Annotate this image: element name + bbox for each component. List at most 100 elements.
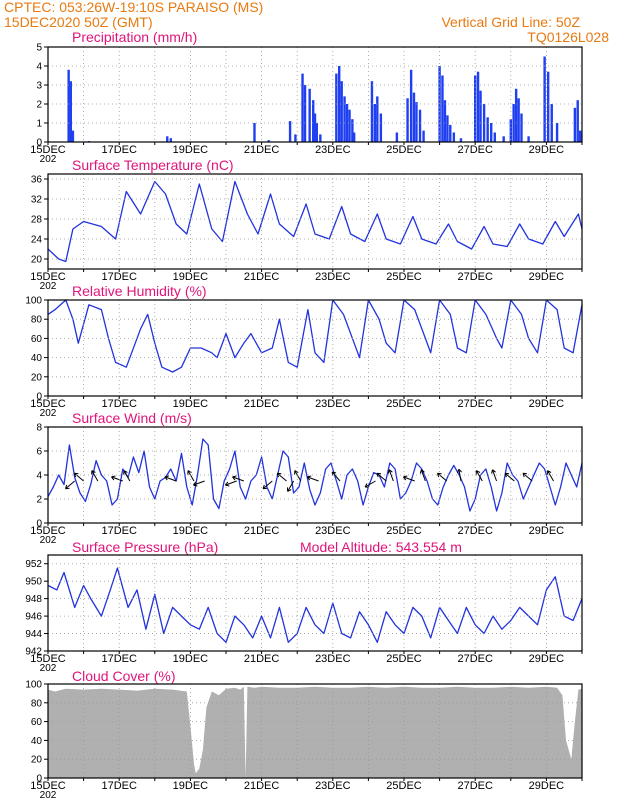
header-run-code: TQ0126L028 (527, 29, 609, 45)
precip-bar (319, 134, 322, 142)
x-tick-label: 23DEC (315, 653, 351, 665)
precip-bar (345, 104, 349, 142)
wind-arrow-head (387, 469, 393, 474)
x-tick-label: 17DEC (101, 780, 137, 792)
cloud-title: Cloud Cover (%) (72, 668, 175, 684)
panel-frame (47, 683, 583, 779)
precip-bar (169, 138, 173, 142)
x-year-label: 202 (40, 408, 57, 419)
precip-bar (351, 119, 354, 142)
header-date: 15DEC2020 50Z (GMT) (4, 14, 153, 30)
wind-arrow-head (91, 470, 96, 475)
wind-arrow (111, 476, 123, 482)
wind-series-line (47, 438, 583, 512)
rh-panel: 0 20 40 60 80 100 15DEC 17DEC 19DEC 21DEC 23DEC 25D… (25, 296, 583, 419)
panel-background (48, 555, 582, 651)
precip-bar (69, 81, 72, 142)
wind-arrow-head (456, 468, 462, 474)
x-tick-label: 15DEC (30, 525, 66, 537)
precip-bar (166, 136, 169, 142)
temp-title: Surface Temperature (nC) (72, 157, 234, 173)
wind-arrow-head (111, 475, 116, 481)
wind-arrow (277, 472, 287, 482)
wind-arrow-head (376, 472, 382, 478)
precip-bar (315, 123, 318, 142)
x-tick-label: 29DEC (529, 653, 565, 665)
y-tick-label: 0 (36, 392, 42, 403)
header-location: CPTEC: 053:26W-19:10S PARAISO (MS) (4, 0, 263, 15)
y-tick-label: 80 (31, 698, 43, 709)
precip-bar (352, 132, 356, 142)
x-tick-label: 17DEC (101, 398, 137, 410)
x-year-label: 202 (40, 154, 57, 165)
precip-bar (288, 121, 292, 142)
y-tick-label: 942 (25, 647, 42, 658)
x-tick-label: 21DEC (244, 525, 280, 537)
precip-bar (512, 104, 515, 142)
y-tick-label: 100 (25, 296, 42, 307)
wind-arrow-head (193, 481, 198, 487)
wind-arrow (403, 476, 415, 482)
precip-bar (338, 66, 341, 142)
panel-background (48, 174, 582, 269)
wind-arrow (187, 470, 195, 482)
precip-bar (443, 100, 447, 142)
precip-bar (449, 124, 452, 142)
y-tick-label: 40 (31, 736, 43, 747)
model-altitude: Model Altitude: 543.554 m (300, 539, 462, 555)
wind-arrow-head (276, 472, 282, 478)
wind-arrow (232, 476, 244, 482)
wind-arrow (65, 480, 76, 490)
x-tick-label: 15DEC (30, 780, 66, 792)
precip-bar (486, 117, 489, 142)
x-tick-label: 19DEC (173, 144, 209, 156)
x-tick-label: 25DEC (386, 780, 422, 792)
precip-bar (555, 123, 559, 142)
precip-bar (348, 109, 351, 142)
x-tick-label: 29DEC (529, 271, 565, 283)
wind-arrow (287, 480, 295, 492)
wind-arrow (475, 470, 483, 482)
y-tick-label: 5 (36, 43, 42, 54)
wind-arrow-head (287, 487, 292, 492)
y-tick-label: 60 (31, 334, 43, 345)
y-tick-label: 1 (36, 119, 42, 130)
y-tick-label: 100 (25, 680, 42, 691)
x-tick-label: 27DEC (457, 398, 493, 410)
wind-arrow-head (187, 470, 192, 475)
precip-bar (376, 96, 379, 142)
precip-bar (422, 130, 425, 142)
y-tick-label: 40 (31, 353, 43, 364)
wind-arrow (504, 472, 515, 482)
x-tick-label: 19DEC (173, 271, 209, 283)
y-tick-label: 0 (36, 519, 42, 530)
x-tick-label: 23DEC (315, 398, 351, 410)
precip-bar (441, 75, 444, 142)
precip-bar (546, 71, 550, 142)
precip-bar (550, 104, 553, 142)
precip-bar (474, 75, 477, 142)
precip-bar (493, 132, 496, 142)
y-tick-label: 60 (31, 717, 43, 728)
x-tick-label: 23DEC (315, 144, 351, 156)
precip-bar (373, 104, 377, 142)
panel-frame (47, 173, 583, 270)
precip-bar (312, 100, 315, 142)
x-tick-label: 25DEC (386, 144, 422, 156)
x-tick-label: 27DEC (457, 271, 493, 283)
x-tick-label: 17DEC (101, 653, 137, 665)
precip-bar (303, 85, 307, 142)
wind-arrow-head (437, 472, 442, 478)
wind-arrow-head (546, 470, 552, 475)
precip-bar (71, 130, 75, 142)
precip-bar (579, 130, 582, 142)
precip-bar (395, 132, 399, 142)
y-tick-label: 24 (31, 235, 43, 246)
precip-bar (340, 81, 343, 142)
x-tick-label: 23DEC (315, 271, 351, 283)
y-tick-label: 2 (36, 495, 42, 506)
panel-frame (47, 46, 583, 143)
precip-bar (543, 56, 546, 142)
x-tick-label: 17DEC (101, 144, 137, 156)
